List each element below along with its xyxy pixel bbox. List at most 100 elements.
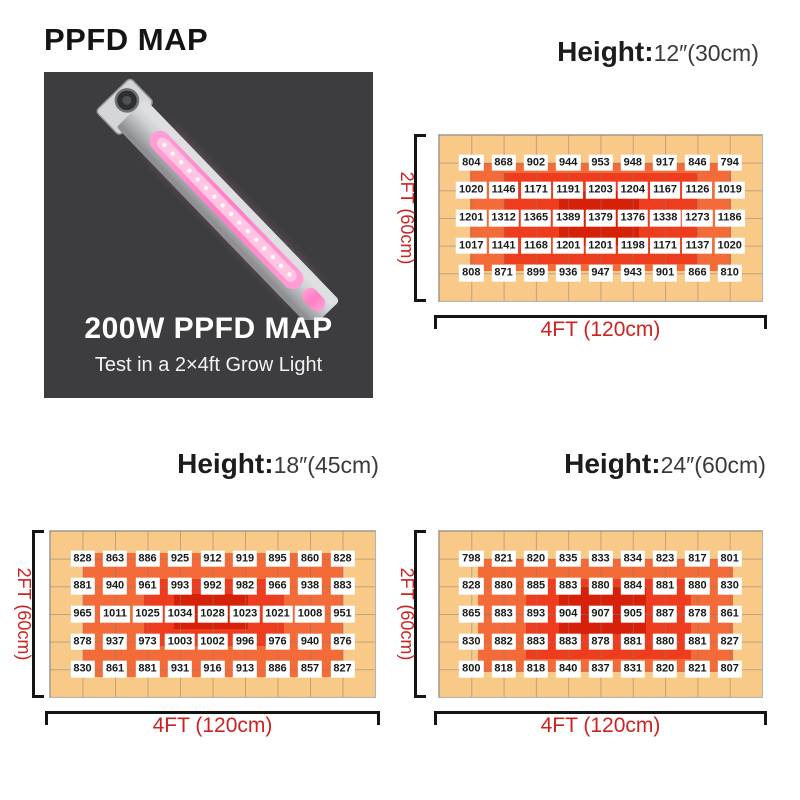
ppfd-value: 895 [265, 550, 290, 567]
x-axis-label: 4FT (120cm) [152, 714, 273, 737]
ppfd-value: 1201 [585, 237, 616, 254]
ppfd-value: 808 [459, 265, 484, 282]
ppfd-value: 794 [717, 154, 742, 171]
ppfd-value: 830 [717, 578, 742, 595]
ppfd-value: 887 [652, 605, 678, 623]
ppfd-value: 917 [652, 154, 678, 171]
ppfd-value: 1204 [617, 182, 649, 199]
ppfd-value: 993 [167, 578, 193, 595]
ppfd-value: 992 [200, 578, 225, 595]
ppfd-value: 1171 [650, 237, 681, 254]
ppfd-value: 1389 [552, 209, 584, 227]
ppfd-value: 907 [588, 605, 613, 623]
ppfd-value: 1167 [650, 182, 681, 199]
ppfd-value: 1365 [520, 209, 552, 227]
ppfd-value: 820 [652, 661, 678, 678]
height-title: Height: [177, 448, 274, 479]
ppfd-value: 899 [523, 265, 549, 282]
ppfd-value: 880 [588, 578, 613, 595]
ppfd-value: 886 [135, 550, 160, 567]
ppfd-value: 1017 [456, 237, 487, 254]
ppfd-value: 893 [523, 605, 549, 623]
ppfd-value: 901 [652, 265, 678, 282]
ppfd-value: 1203 [585, 182, 616, 199]
height-title: Height: [564, 448, 661, 479]
product-model-label: 200W PPFD MAP [84, 312, 333, 345]
ppfd-value: 878 [588, 633, 613, 650]
ppfd-value: 1171 [520, 182, 551, 199]
ppfd-value: 1201 [456, 209, 487, 227]
ppfd-value: 973 [135, 633, 160, 650]
ppfd-value: 912 [200, 550, 225, 567]
ppfd-value: 828 [330, 550, 355, 567]
ppfd-value: 1191 [553, 182, 584, 199]
ppfd-value: 863 [102, 550, 128, 567]
ppfd-value: 810 [717, 265, 742, 282]
ppfd-value: 821 [491, 550, 516, 567]
ppfd-value: 996 [232, 633, 258, 650]
led-dots [162, 142, 292, 277]
ppfd-value: 804 [459, 154, 484, 171]
height-value: 12″(30cm) [653, 40, 759, 66]
ppfd-value: 1003 [164, 633, 196, 650]
ppfd-value: 861 [717, 605, 742, 623]
ppfd-value: 965 [70, 605, 95, 623]
ppfd-value: 801 [717, 550, 742, 567]
ppfd-value: 876 [330, 633, 355, 650]
ppfd-value: 883 [491, 605, 516, 623]
ppfd-value: 1376 [617, 209, 649, 227]
ppfd-value: 1002 [197, 633, 228, 650]
ppfd-value: 884 [620, 578, 645, 595]
ppfd-value: 860 [297, 550, 323, 567]
ppfd-value: 881 [70, 578, 95, 595]
ppfd-value: 880 [652, 633, 678, 650]
ppfd-value: 831 [620, 661, 645, 678]
ppfd-value: 827 [717, 633, 742, 650]
ppfd-value: 883 [556, 578, 581, 595]
ppfd-value: 961 [135, 578, 160, 595]
ppfd-value: 904 [556, 605, 581, 623]
ppfd-heatmap-12in: 804 868 902 944 953 948 917 846 794 1020 1146 1171 1… [438, 134, 763, 302]
ppfd-value: 817 [685, 550, 710, 567]
ppfd-value: 944 [556, 154, 581, 171]
ppfd-value: 1201 [552, 237, 584, 254]
ppfd-heatmap-24in: 798 821 820 835 833 834 823 817 801 828 880 885 883 8… [438, 530, 763, 698]
ppfd-value: 938 [297, 578, 323, 595]
ppfd-value: 807 [717, 661, 742, 678]
ppfd-value: 1023 [229, 605, 261, 623]
y-axis-bracket [414, 134, 426, 302]
ppfd-value: 940 [297, 633, 323, 650]
ppfd-value: 820 [523, 550, 549, 567]
ppfd-value: 1021 [262, 605, 293, 623]
ppfd-value: 1273 [682, 209, 713, 227]
ppfd-value: 818 [491, 661, 516, 678]
ppfd-value: 882 [491, 633, 516, 650]
height-header-18in: Height: 18″(45cm) [118, 448, 438, 480]
ppfd-value: 1379 [585, 209, 616, 227]
ppfd-value: 868 [491, 154, 516, 171]
ppfd-value: 1186 [714, 209, 745, 227]
grow-light-image [96, 78, 339, 320]
y-axis-label: 2FT (60cm) [14, 567, 34, 661]
ppfd-value: 943 [620, 265, 645, 282]
ppfd-value: 966 [265, 578, 290, 595]
ppfd-value: 846 [685, 154, 710, 171]
page-title: PPFD MAP [44, 22, 209, 57]
ppfd-value: 886 [265, 661, 290, 678]
ppfd-value: 883 [523, 633, 549, 650]
ppfd-value: 1025 [132, 605, 163, 623]
ppfd-value: 821 [685, 661, 710, 678]
ppfd-value: 951 [330, 605, 355, 623]
ppfd-value: 865 [459, 605, 484, 623]
ppfd-value: 881 [135, 661, 160, 678]
ppfd-value: 835 [556, 550, 581, 567]
ppfd-value: 885 [523, 578, 549, 595]
ppfd-value: 881 [685, 633, 710, 650]
ppfd-value: 1126 [682, 182, 713, 199]
x-axis-bracket [434, 315, 767, 329]
ppfd-value: 827 [330, 661, 355, 678]
ppfd-value: 936 [556, 265, 581, 282]
y-axis-bracket [32, 530, 44, 698]
height-value: 18″(45cm) [273, 452, 379, 478]
